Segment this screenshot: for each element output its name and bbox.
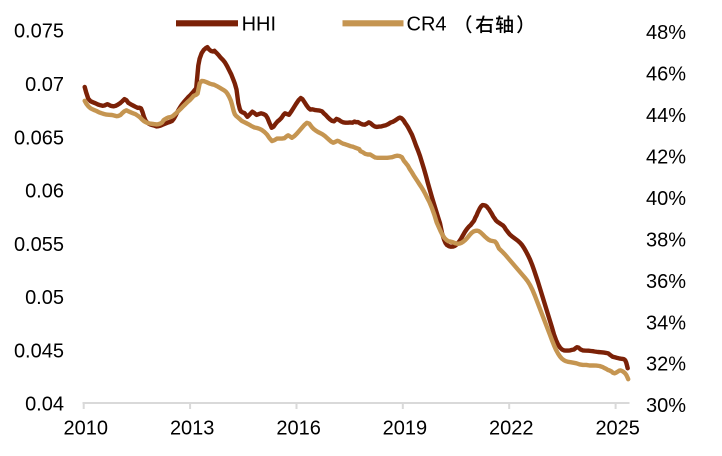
svg-text:CR4: CR4 (407, 14, 447, 36)
svg-text:2022: 2022 (489, 418, 534, 440)
svg-text:38%: 38% (646, 229, 686, 251)
svg-text:2025: 2025 (595, 418, 640, 440)
svg-text:42%: 42% (646, 147, 686, 169)
svg-text:0.075: 0.075 (14, 21, 64, 43)
svg-text:0.04: 0.04 (25, 394, 64, 416)
svg-text:2016: 2016 (276, 418, 321, 440)
svg-text:2010: 2010 (64, 418, 109, 440)
svg-text:44%: 44% (646, 105, 686, 127)
svg-text:0.065: 0.065 (14, 127, 64, 149)
svg-text:34%: 34% (646, 312, 686, 334)
svg-text:HHI: HHI (242, 14, 276, 36)
svg-text:2019: 2019 (383, 418, 428, 440)
svg-text:48%: 48% (646, 22, 686, 44)
svg-text:0.06: 0.06 (25, 181, 64, 203)
svg-text:0.05: 0.05 (25, 287, 64, 309)
svg-text:0.07: 0.07 (25, 74, 64, 96)
svg-text:32%: 32% (646, 354, 686, 376)
svg-text:2013: 2013 (170, 418, 215, 440)
svg-text:30%: 30% (646, 395, 686, 417)
svg-text:46%: 46% (646, 64, 686, 86)
svg-text:36%: 36% (646, 271, 686, 293)
svg-text:0.055: 0.055 (14, 234, 64, 256)
svg-text:0.045: 0.045 (14, 340, 64, 362)
svg-text:40%: 40% (646, 188, 686, 210)
